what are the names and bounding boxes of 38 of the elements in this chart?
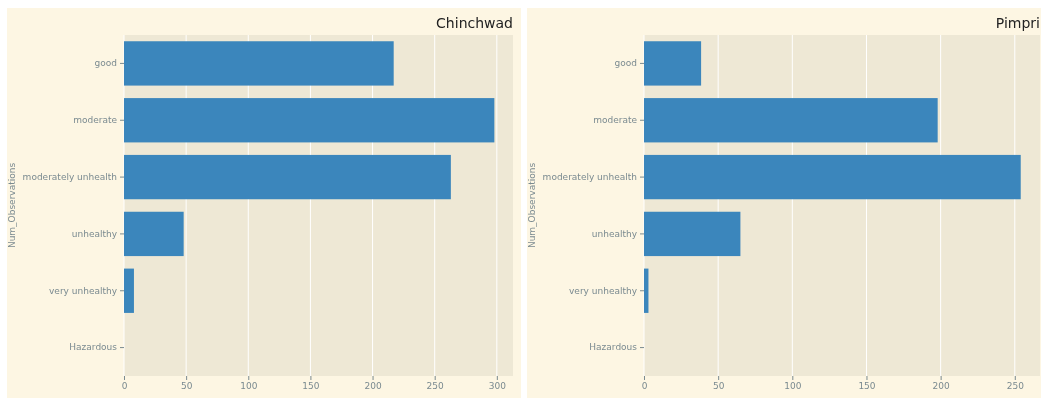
bar	[644, 98, 938, 143]
x-tick-label: 0	[641, 381, 648, 392]
bar	[644, 211, 741, 257]
x-tick-label: 50	[180, 381, 193, 392]
x-tick-label: 150	[302, 381, 320, 392]
bar	[124, 98, 495, 143]
bar	[124, 41, 394, 86]
y-tick-label: moderate	[73, 115, 118, 126]
y-tick-label: moderately unhealth	[22, 171, 117, 182]
y-tick-label: unhealthy	[591, 228, 638, 239]
y-tick-label: moderate	[593, 115, 638, 126]
x-tick-label: 150	[858, 381, 876, 392]
y-tick-label: Hazardous	[69, 342, 118, 353]
x-tick-label: 50	[712, 381, 725, 392]
bar	[124, 268, 134, 313]
x-tick-label: 0	[121, 381, 128, 392]
x-tick-label: 250	[1006, 381, 1025, 392]
x-tick-label: 100	[240, 381, 258, 392]
x-tick-label: 200	[932, 381, 950, 392]
y-tick-label: Hazardous	[589, 342, 638, 353]
bar	[124, 154, 451, 200]
chart-title: Pimpri	[995, 15, 1040, 31]
y-tick-label: very unhealthy	[569, 285, 638, 296]
bar	[644, 154, 1021, 200]
y-axis-title: Num_Observations	[527, 162, 537, 249]
y-axis-title: Num_Observations	[7, 162, 17, 249]
y-tick-label: very unhealthy	[49, 285, 118, 296]
y-tick-label: moderately unhealth	[542, 171, 637, 182]
bar	[124, 211, 184, 257]
y-tick-label: good	[614, 58, 637, 69]
x-tick-label: 200	[364, 381, 382, 392]
bar	[644, 41, 702, 86]
y-tick-label: good	[94, 58, 117, 69]
x-tick-label: 100	[784, 381, 802, 392]
chart-title: Chinchwad	[436, 15, 513, 31]
x-tick-label: 250	[426, 381, 445, 392]
x-tick-label: 300	[488, 381, 507, 392]
y-tick-label: unhealthy	[71, 228, 118, 239]
